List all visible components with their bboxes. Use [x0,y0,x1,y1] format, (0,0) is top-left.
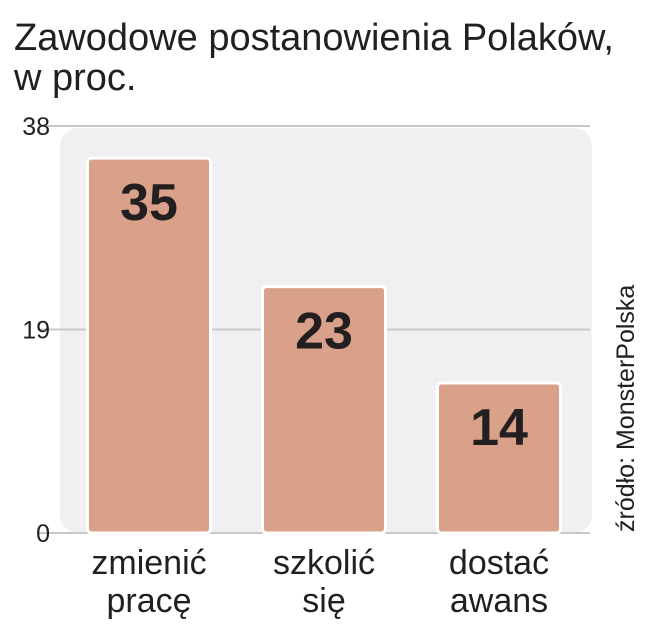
subtitle-line: w proc. [14,57,137,99]
y-tick-label: 0 [36,520,50,548]
category-label: awans [450,582,548,620]
y-tick-label: 19 [22,317,50,345]
category-label: dostać [449,544,549,582]
title-line: Zawodowe postanowienia Polaków, [14,17,614,59]
data-label: 14 [470,399,528,457]
category-label: szkolić [273,544,375,582]
source-note: źródło: MonsterPolska [612,284,640,532]
y-tick-label: 38 [22,113,50,141]
bar [86,156,212,535]
bar [261,285,387,535]
chart-title: Zawodowe postanowienia Polaków, w proc. [14,18,614,98]
category-label: się [302,582,345,620]
data-label: 35 [120,174,178,232]
category-label: pracę [106,582,191,620]
data-label: 23 [295,303,353,361]
bar [436,381,562,535]
category-label: zmienić [91,544,206,582]
